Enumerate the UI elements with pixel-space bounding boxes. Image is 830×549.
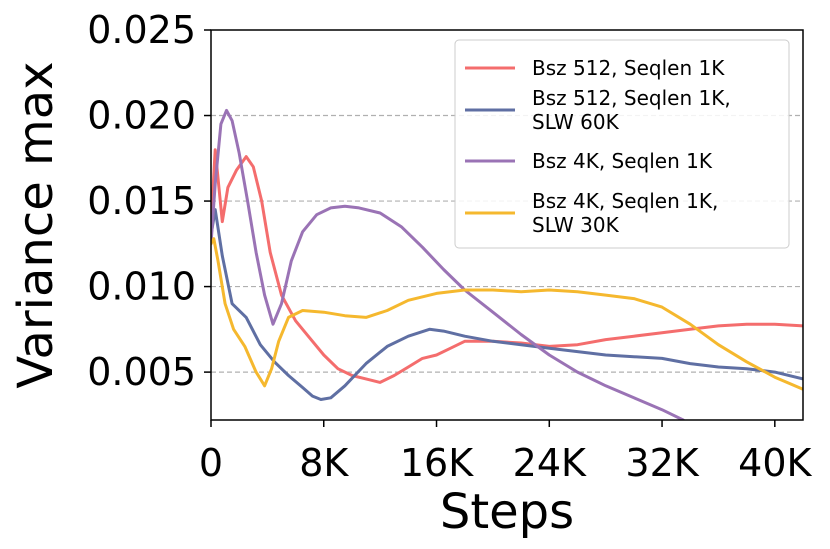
legend-label-0: Bsz 512, Seqlen 1K xyxy=(532,56,725,80)
plot-frame xyxy=(210,29,804,421)
series-line-1 xyxy=(211,208,803,401)
legend-label-3: Bsz 4K, Seqlen 1K, SLW 30K xyxy=(532,189,718,237)
y-tick-label: 0.020 xyxy=(87,94,196,138)
x-axis-ticks: 0 8K 16K 24K 32K 40K xyxy=(199,420,813,485)
y-axis-title: Variance max xyxy=(8,61,64,388)
legend-label-2: Bsz 4K, Seqlen 1K xyxy=(532,149,713,173)
x-tick-label: 24K xyxy=(513,441,587,485)
y-tick-label: 0.005 xyxy=(87,350,196,394)
y-tick-label: 0.010 xyxy=(87,265,196,309)
x-axis-title: Steps xyxy=(440,484,574,540)
x-tick-label: 8K xyxy=(299,441,349,485)
legend-box xyxy=(454,39,790,249)
y-tick-label: 0.015 xyxy=(87,179,196,223)
x-tick-label: 16K xyxy=(400,441,474,485)
x-tick-label: 0 xyxy=(199,441,223,485)
legend: Bsz 512, Seqlen 1K Bsz 512, Seqlen 1K, SLW… xyxy=(454,39,790,249)
series-line-3 xyxy=(211,237,803,391)
x-tick-label: 32K xyxy=(625,441,699,485)
legend-label-1: Bsz 512, Seqlen 1K, SLW 60K xyxy=(532,86,731,134)
y-axis-ticks: 0.005 0.010 0.015 0.020 0.025 xyxy=(87,8,211,394)
y-tick-label: 0.025 xyxy=(87,8,196,52)
series-group xyxy=(211,108,803,420)
x-tick-label: 40K xyxy=(738,441,812,485)
series-line-2 xyxy=(211,108,685,420)
series-line-0 xyxy=(211,148,803,384)
